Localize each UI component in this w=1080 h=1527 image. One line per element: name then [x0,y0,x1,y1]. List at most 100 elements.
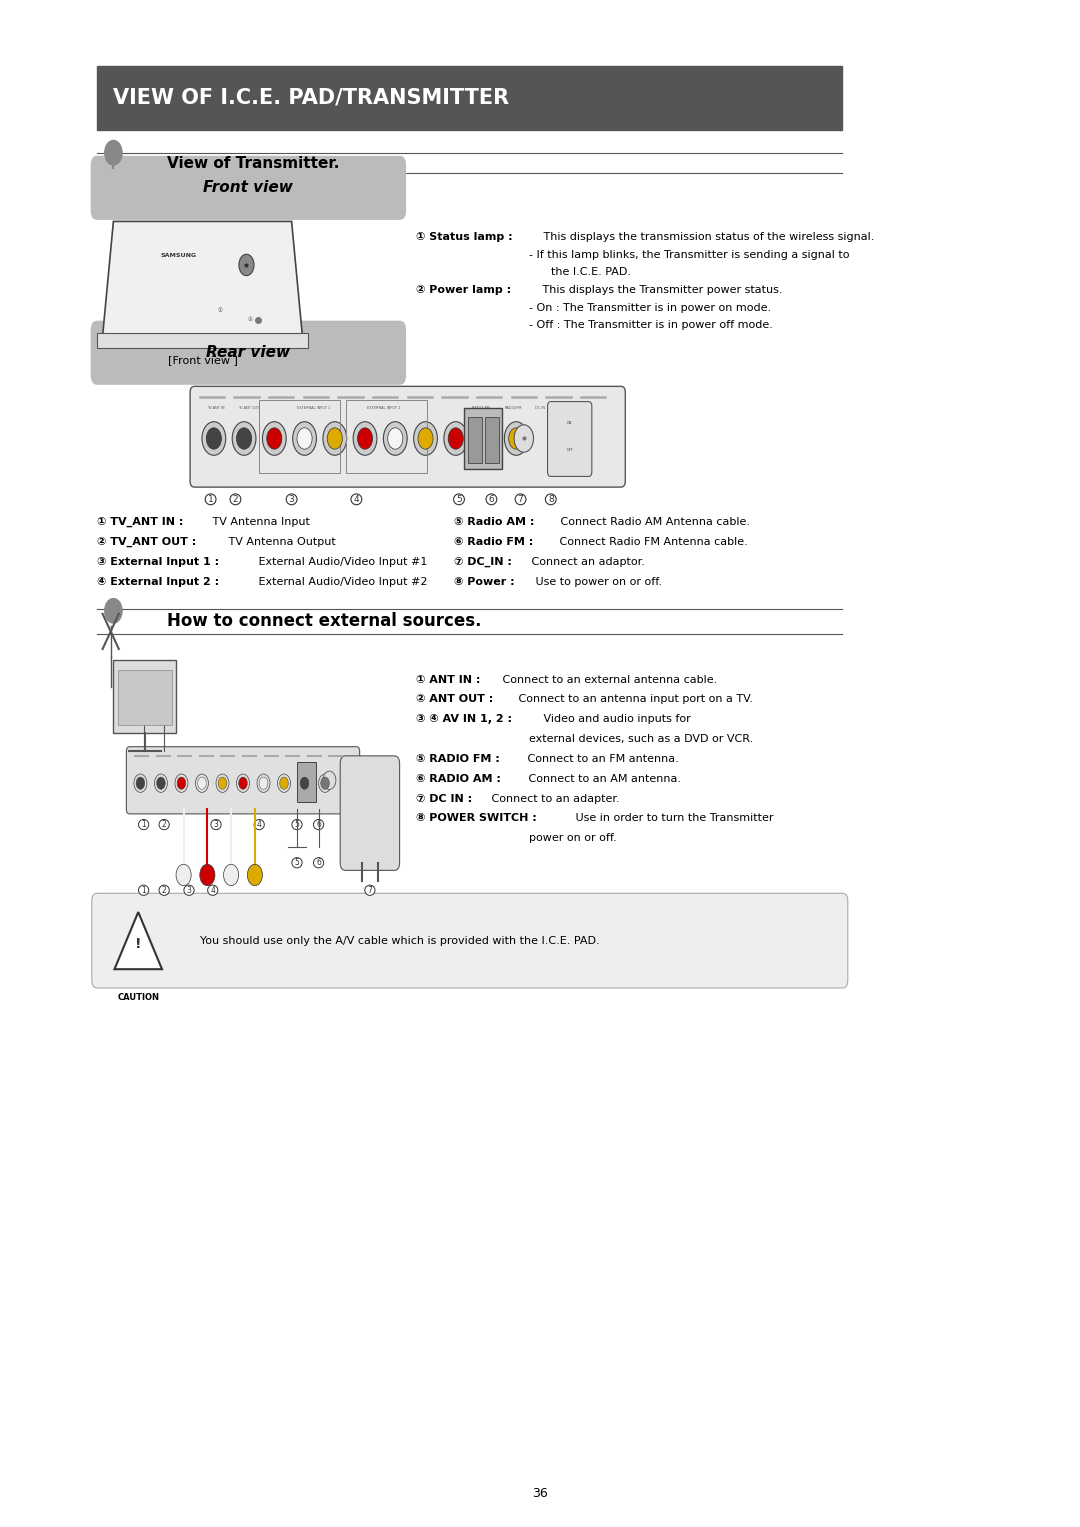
Text: Connect to an adapter.: Connect to an adapter. [488,794,620,803]
Circle shape [321,777,329,789]
Text: VIEW OF I.C.E. PAD/TRANSMITTER: VIEW OF I.C.E. PAD/TRANSMITTER [113,87,510,108]
Bar [118,670,172,725]
Polygon shape [114,912,162,970]
Text: Power: Power [562,406,572,409]
Text: ⑥ Radio FM :: ⑥ Radio FM : [454,538,532,547]
Circle shape [202,421,226,455]
Text: ON: ON [567,421,572,426]
Text: 4: 4 [257,820,261,829]
Circle shape [218,777,227,789]
Circle shape [239,777,247,789]
Text: Connect Radio AM Antenna cable.: Connect Radio AM Antenna cable. [557,518,751,527]
Circle shape [105,599,122,623]
Text: 1: 1 [207,495,214,504]
Bar [97,333,308,348]
FancyBboxPatch shape [91,321,406,385]
Text: Connect an adaptor.: Connect an adaptor. [528,557,645,567]
Circle shape [448,428,463,449]
Text: 1: 1 [141,820,146,829]
Circle shape [474,421,498,455]
Polygon shape [103,221,302,336]
Circle shape [357,428,373,449]
Text: ⑦ DC_IN :: ⑦ DC_IN : [454,557,512,567]
Bar [113,660,176,733]
Circle shape [509,428,524,449]
Text: power on or off.: power on or off. [529,834,617,843]
Circle shape [297,428,312,449]
Text: Video and audio inputs for: Video and audio inputs for [540,715,690,724]
Circle shape [319,774,332,793]
Text: ②: ② [247,318,253,322]
Text: ⑤ RADIO FM :: ⑤ RADIO FM : [416,754,500,764]
Text: Front view: Front view [203,180,294,195]
Text: ① ANT IN :: ① ANT IN : [416,675,481,684]
Text: External Audio/Video Input #2: External Audio/Video Input #2 [255,577,428,586]
Circle shape [247,864,262,886]
Text: View of Transmitter.: View of Transmitter. [167,156,340,171]
Text: !: ! [135,936,141,951]
Text: TV ANT OUT: TV ANT OUT [238,406,259,409]
Circle shape [154,774,167,793]
Circle shape [257,774,270,793]
Text: 8: 8 [548,495,554,504]
Text: Connect to an external antenna cable.: Connect to an external antenna cable. [499,675,717,684]
Text: External Audio/Video Input #1: External Audio/Video Input #1 [255,557,428,567]
Circle shape [300,777,309,789]
Text: DC IN: DC IN [535,406,545,409]
Text: TV Antenna Input: TV Antenna Input [208,518,310,527]
Text: RADIO AM: RADIO AM [472,406,489,409]
Text: 6: 6 [316,858,321,867]
Text: external devices, such as a DVD or VCR.: external devices, such as a DVD or VCR. [529,734,754,744]
Text: Rear view: Rear view [206,345,291,360]
Circle shape [353,421,377,455]
Circle shape [267,428,282,449]
Circle shape [280,777,288,789]
Text: 6: 6 [316,820,321,829]
Text: ⑤ Radio AM :: ⑤ Radio AM : [454,518,534,527]
Text: Connect Radio FM Antenna cable.: Connect Radio FM Antenna cable. [556,538,747,547]
Bar [259,400,340,473]
Circle shape [195,774,208,793]
Text: 5: 5 [456,495,462,504]
Text: TV ANT IN: TV ANT IN [207,406,225,409]
Circle shape [175,774,188,793]
Text: RADIO/FM: RADIO/FM [504,406,522,409]
Text: EXTERNAL INPUT 2: EXTERNAL INPUT 2 [367,406,400,409]
FancyBboxPatch shape [548,402,592,476]
Text: ③ External Input 1 :: ③ External Input 1 : [97,557,219,567]
Text: EXTERNAL INPUT 1: EXTERNAL INPUT 1 [297,406,329,409]
Text: How to connect external sources.: How to connect external sources. [167,612,482,631]
Circle shape [177,777,186,789]
Circle shape [418,428,433,449]
Circle shape [237,774,249,793]
Bar [297,762,316,802]
Text: This displays the transmission status of the wireless signal.: This displays the transmission status of… [540,232,875,241]
Text: CAUTION: CAUTION [118,993,159,1002]
Circle shape [176,864,191,886]
Circle shape [200,864,215,886]
Circle shape [293,421,316,455]
Text: 5: 5 [295,820,299,829]
Text: ⑧ POWER SWITCH :: ⑧ POWER SWITCH : [416,814,537,823]
Text: ④ External Input 2 :: ④ External Input 2 : [97,577,219,586]
Circle shape [262,421,286,455]
Text: 1: 1 [141,886,146,895]
FancyBboxPatch shape [190,386,625,487]
Circle shape [136,777,145,789]
Circle shape [206,428,221,449]
Text: 3: 3 [288,495,295,504]
FancyBboxPatch shape [340,756,400,870]
Circle shape [298,774,311,793]
Text: You should use only the A/V cable which is provided with the I.C.E. PAD.: You should use only the A/V cable which … [200,936,599,945]
Circle shape [157,777,165,789]
Text: - Off : The Transmitter is in power off mode.: - Off : The Transmitter is in power off … [529,321,773,330]
Circle shape [224,864,239,886]
Text: 4: 4 [353,495,360,504]
Circle shape [134,774,147,793]
FancyBboxPatch shape [92,893,848,988]
Text: Connect to an AM antenna.: Connect to an AM antenna. [525,774,681,783]
Circle shape [239,253,254,276]
Text: ⑥ RADIO AM :: ⑥ RADIO AM : [416,774,501,783]
Text: This displays the Transmitter power status.: This displays the Transmitter power stat… [539,286,782,295]
Circle shape [323,771,336,789]
